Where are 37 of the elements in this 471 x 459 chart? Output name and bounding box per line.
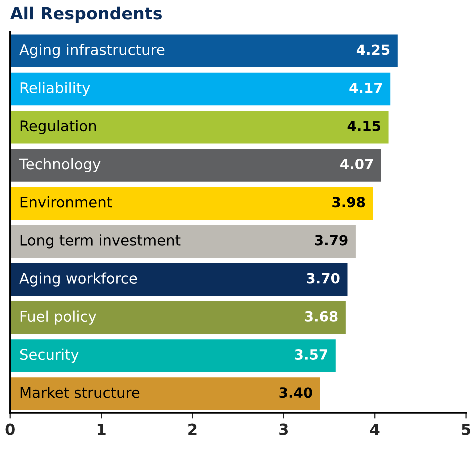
data-label: 4.25 xyxy=(356,44,390,56)
data-label: 3.40 xyxy=(280,388,312,398)
x-tick-label: 2 xyxy=(188,424,197,436)
y-tick-label: Technology xyxy=(19,158,101,173)
y-tick-label: Long term investment xyxy=(20,234,181,249)
bar xyxy=(10,301,346,334)
bar xyxy=(10,187,374,220)
data-label: 3.79 xyxy=(315,235,348,246)
x-tick-label: 4 xyxy=(370,424,380,436)
bar xyxy=(10,225,356,258)
bar xyxy=(10,149,382,182)
y-tick-label: Regulation xyxy=(20,120,96,134)
data-label: 4.07 xyxy=(340,158,374,170)
chart-title: All Respondents xyxy=(10,6,162,24)
y-tick-label: Security xyxy=(20,348,79,364)
data-label: 3.57 xyxy=(295,349,328,360)
x-tick-label: 0 xyxy=(6,424,15,436)
y-tick-label: Market structure xyxy=(20,386,140,398)
bar xyxy=(10,72,391,106)
bar xyxy=(10,340,336,372)
data-label: 3.98 xyxy=(332,197,366,208)
bar xyxy=(10,378,320,410)
bar xyxy=(10,263,348,296)
data-label: 4.15 xyxy=(348,121,381,132)
y-tick-label: Reliability xyxy=(20,82,90,96)
bar xyxy=(10,34,398,68)
data-label: 3.68 xyxy=(305,311,338,322)
y-tick-label: Fuel policy xyxy=(20,310,96,325)
bar xyxy=(10,110,389,144)
data-label: 3.70 xyxy=(307,273,340,284)
x-tick-label: 5 xyxy=(462,424,471,436)
x-tick-label: 1 xyxy=(98,424,106,436)
y-tick-label: Aging infrastructure xyxy=(20,44,165,58)
data-label: 4.17 xyxy=(350,82,382,94)
y-tick-label: Aging workforce xyxy=(20,272,138,287)
x-tick-label: 3 xyxy=(280,424,288,436)
y-tick-label: Environment xyxy=(20,196,112,208)
